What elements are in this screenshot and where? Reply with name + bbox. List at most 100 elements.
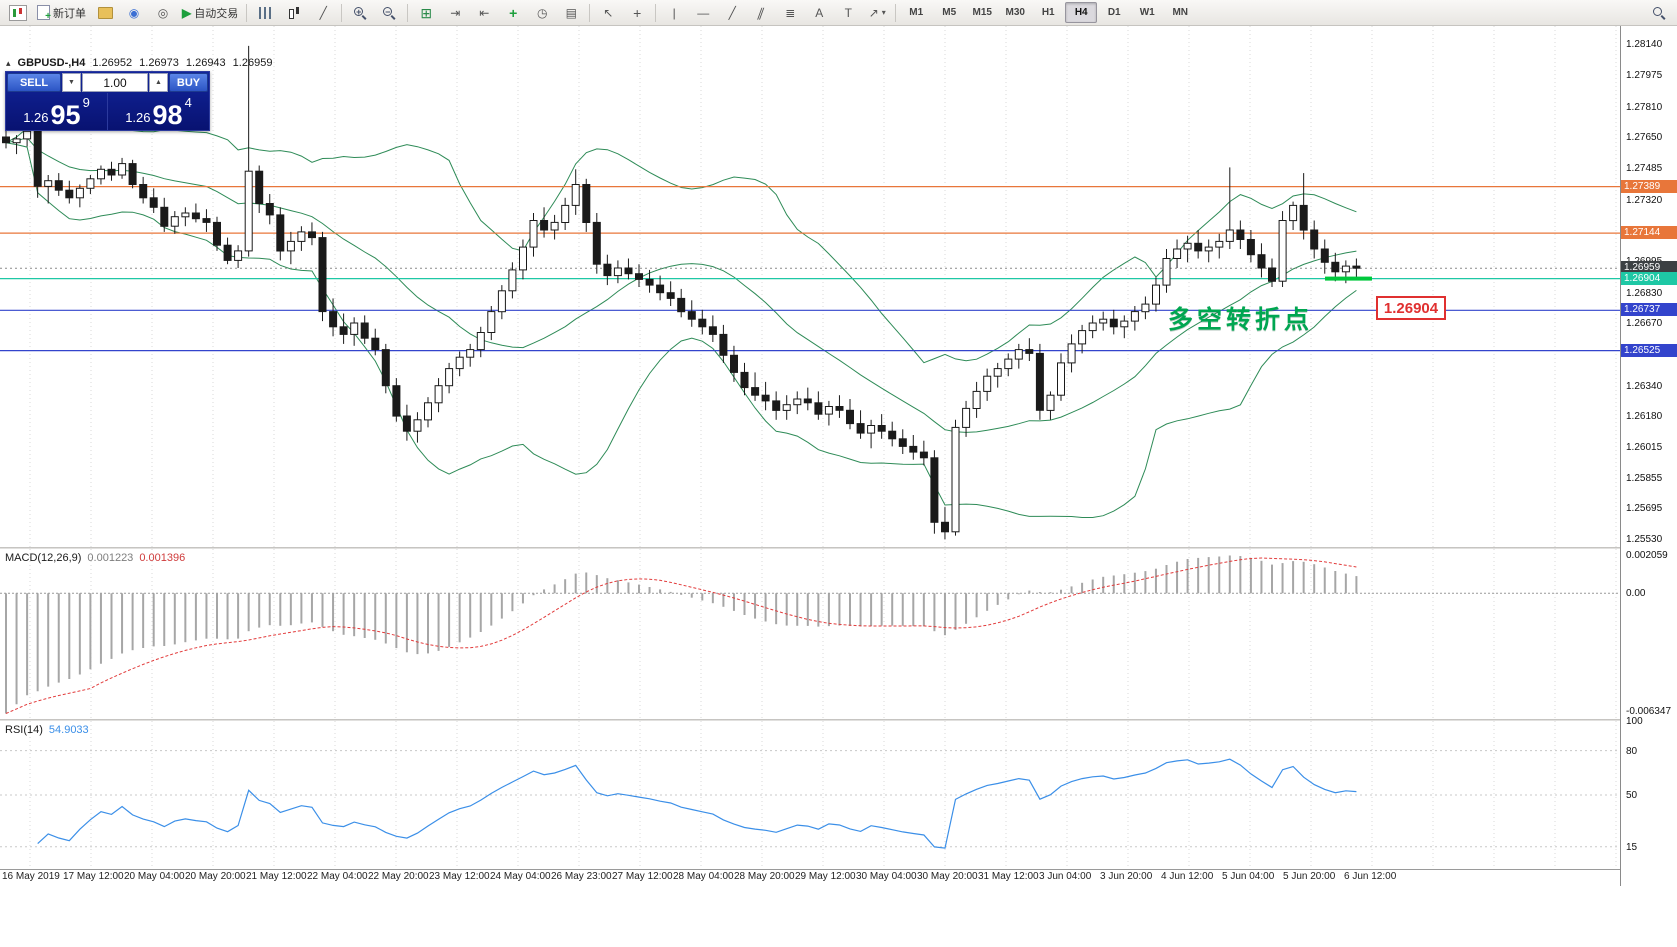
- volume-dropdown[interactable]: ▼: [62, 73, 81, 92]
- templates-button[interactable]: ▤: [557, 2, 585, 24]
- indicators-button[interactable]: +: [499, 2, 527, 24]
- macd-main-value: 0.001223: [87, 552, 134, 564]
- time-axis-label: 31 May 12:00: [978, 871, 1039, 882]
- new-order-button[interactable]: 新订单: [33, 2, 90, 24]
- search-button[interactable]: [1645, 2, 1673, 24]
- axis-tick-label: 0.00: [1626, 588, 1646, 600]
- label-tool-button[interactable]: T: [834, 2, 862, 24]
- axis-tick-label: 50: [1626, 790, 1638, 801]
- axis-tick-label: 1.26180: [1626, 411, 1663, 423]
- periods-button[interactable]: ◷: [528, 2, 556, 24]
- plus-glyph: +: [356, 6, 362, 17]
- chart-shift-button[interactable]: ⇤: [470, 2, 498, 24]
- auto-scroll-icon: ⇥: [450, 5, 461, 20]
- crosshair-button[interactable]: +: [623, 2, 651, 24]
- macd-name: MACD(12,26,9): [5, 552, 82, 564]
- trendline-button[interactable]: ╱: [718, 2, 746, 24]
- macd-chart[interactable]: [0, 549, 1620, 719]
- time-axis-label: 27 May 12:00: [612, 871, 673, 882]
- time-axis-label: 4 Jun 12:00: [1161, 871, 1214, 882]
- toolbar-separator: [589, 3, 591, 22]
- chart-annotation-text: 多空转折点: [1168, 306, 1314, 334]
- panel-divider[interactable]: [0, 719, 1677, 721]
- community-button[interactable]: ◎: [149, 2, 177, 24]
- timeframe-w1[interactable]: W1: [1139, 7, 1155, 18]
- rsi-value: 54.9033: [48, 724, 89, 736]
- arrows-button[interactable]: ↗ ▾: [863, 2, 891, 24]
- cursor-button[interactable]: ↖: [594, 2, 622, 24]
- timeframe-h4[interactable]: H4: [1065, 2, 1098, 23]
- axis-tick-label: 1.25855: [1626, 472, 1663, 484]
- candlestick-button[interactable]: [280, 2, 308, 24]
- macd-label: MACD(12,26,9) 0.001223 0.001396: [5, 552, 185, 564]
- timeframe-m5[interactable]: M5: [942, 7, 957, 18]
- axis-tick-label: 1.25530: [1626, 534, 1663, 546]
- horizontal-line-button[interactable]: —: [689, 2, 717, 24]
- candlestick-icon: [287, 6, 301, 19]
- axis-tick-label: 1.28140: [1626, 39, 1663, 51]
- rsi-chart[interactable]: [0, 721, 1620, 869]
- tile-windows-icon: ⊞: [420, 4, 433, 21]
- price-axis-badge: 1.27389: [1621, 179, 1677, 193]
- zoom-in-button[interactable]: +: [346, 2, 374, 24]
- panel-divider[interactable]: [0, 547, 1677, 549]
- minus-glyph: −: [385, 6, 391, 17]
- axis-tick-label: 1.27975: [1626, 70, 1663, 82]
- profile-button[interactable]: ◉: [120, 2, 148, 24]
- time-axis-label: 20 May 04:00: [124, 871, 185, 882]
- volume-increase[interactable]: ▲: [149, 73, 168, 92]
- toolbar-separator: [341, 3, 343, 22]
- time-axis-label: 3 Jun 04:00: [1039, 871, 1092, 882]
- fibonacci-icon: ≣: [785, 5, 796, 20]
- timeframe-d1[interactable]: D1: [1107, 7, 1121, 18]
- candlestick-chart[interactable]: [0, 26, 1620, 547]
- time-axis-label: 16 May 2019: [2, 871, 60, 882]
- text-tool-button[interactable]: A: [805, 2, 833, 24]
- axis-tick-label: 1.26830: [1626, 287, 1663, 299]
- timeframe-m30[interactable]: M30: [1005, 7, 1025, 18]
- main-toolbar: 新订单 ◉ ◎ ▶ 自动交易 ╱ + − ⊞ ⇥ ⇤ + ◷ ▤ ↖ + | —…: [0, 0, 1677, 26]
- price-callout-label: 1.26904: [1376, 296, 1446, 320]
- volume-input[interactable]: 1.00: [82, 73, 148, 92]
- timeframe-m1[interactable]: M1: [909, 7, 924, 18]
- zoom-out-button[interactable]: −: [375, 2, 403, 24]
- timeframe-mn[interactable]: MN: [1172, 7, 1189, 18]
- line-chart-icon: ╱: [319, 5, 327, 20]
- community-icon: ◎: [157, 5, 169, 20]
- horizontal-line-icon: —: [697, 5, 710, 20]
- buy-price[interactable]: 1.26 98 4: [108, 93, 209, 130]
- rsi-panel: RSI(14) 54.9033: [0, 721, 1620, 869]
- time-axis[interactable]: 16 May 2019 17 May 12:00 20 May 04:00 20 Ma…: [0, 871, 1620, 885]
- collapse-trade-panel-icon[interactable]: ▴: [6, 57, 11, 68]
- macd-signal-value: 0.001396: [139, 552, 186, 564]
- bar-chart-icon: [258, 6, 272, 19]
- time-axis-label: 17 May 12:00: [63, 871, 124, 882]
- data-folder-button[interactable]: [91, 2, 119, 24]
- timeframe-h1[interactable]: H1: [1041, 7, 1055, 18]
- sell-price[interactable]: 1.26 95 9: [6, 93, 108, 130]
- auto-trading-button[interactable]: ▶ 自动交易: [178, 2, 242, 24]
- app-chart-icon: [9, 4, 27, 21]
- buy-button[interactable]: BUY: [169, 73, 208, 92]
- price-axis[interactable]: 1.28140 1.27975 1.27810 1.27650 1.27485 1.273…: [1620, 26, 1677, 886]
- channel-button[interactable]: ∥: [747, 2, 775, 24]
- line-chart-button[interactable]: ╱: [309, 2, 337, 24]
- app-button[interactable]: [4, 2, 32, 24]
- vertical-line-button[interactable]: |: [660, 2, 688, 24]
- tile-windows-button[interactable]: ⊞: [412, 2, 440, 24]
- time-axis-label: 29 May 12:00: [795, 871, 856, 882]
- time-axis-label: 22 May 04:00: [307, 871, 368, 882]
- timeframe-m15[interactable]: M15: [972, 7, 992, 18]
- time-axis-label: 23 May 12:00: [429, 871, 490, 882]
- auto-trading-play-icon: ▶: [182, 5, 192, 20]
- indicators-plus-icon: +: [509, 4, 518, 21]
- fibonacci-button[interactable]: ≣: [776, 2, 804, 24]
- toolbar-separator: [246, 3, 248, 22]
- templates-icon: ▤: [565, 5, 577, 20]
- axis-tick-label: 1.27485: [1626, 163, 1663, 175]
- sell-button[interactable]: SELL: [7, 73, 61, 92]
- bar-chart-button[interactable]: [251, 2, 279, 24]
- auto-scroll-button[interactable]: ⇥: [441, 2, 469, 24]
- clock-icon: ◷: [536, 5, 548, 20]
- buy-price-head: 1.26: [125, 109, 151, 125]
